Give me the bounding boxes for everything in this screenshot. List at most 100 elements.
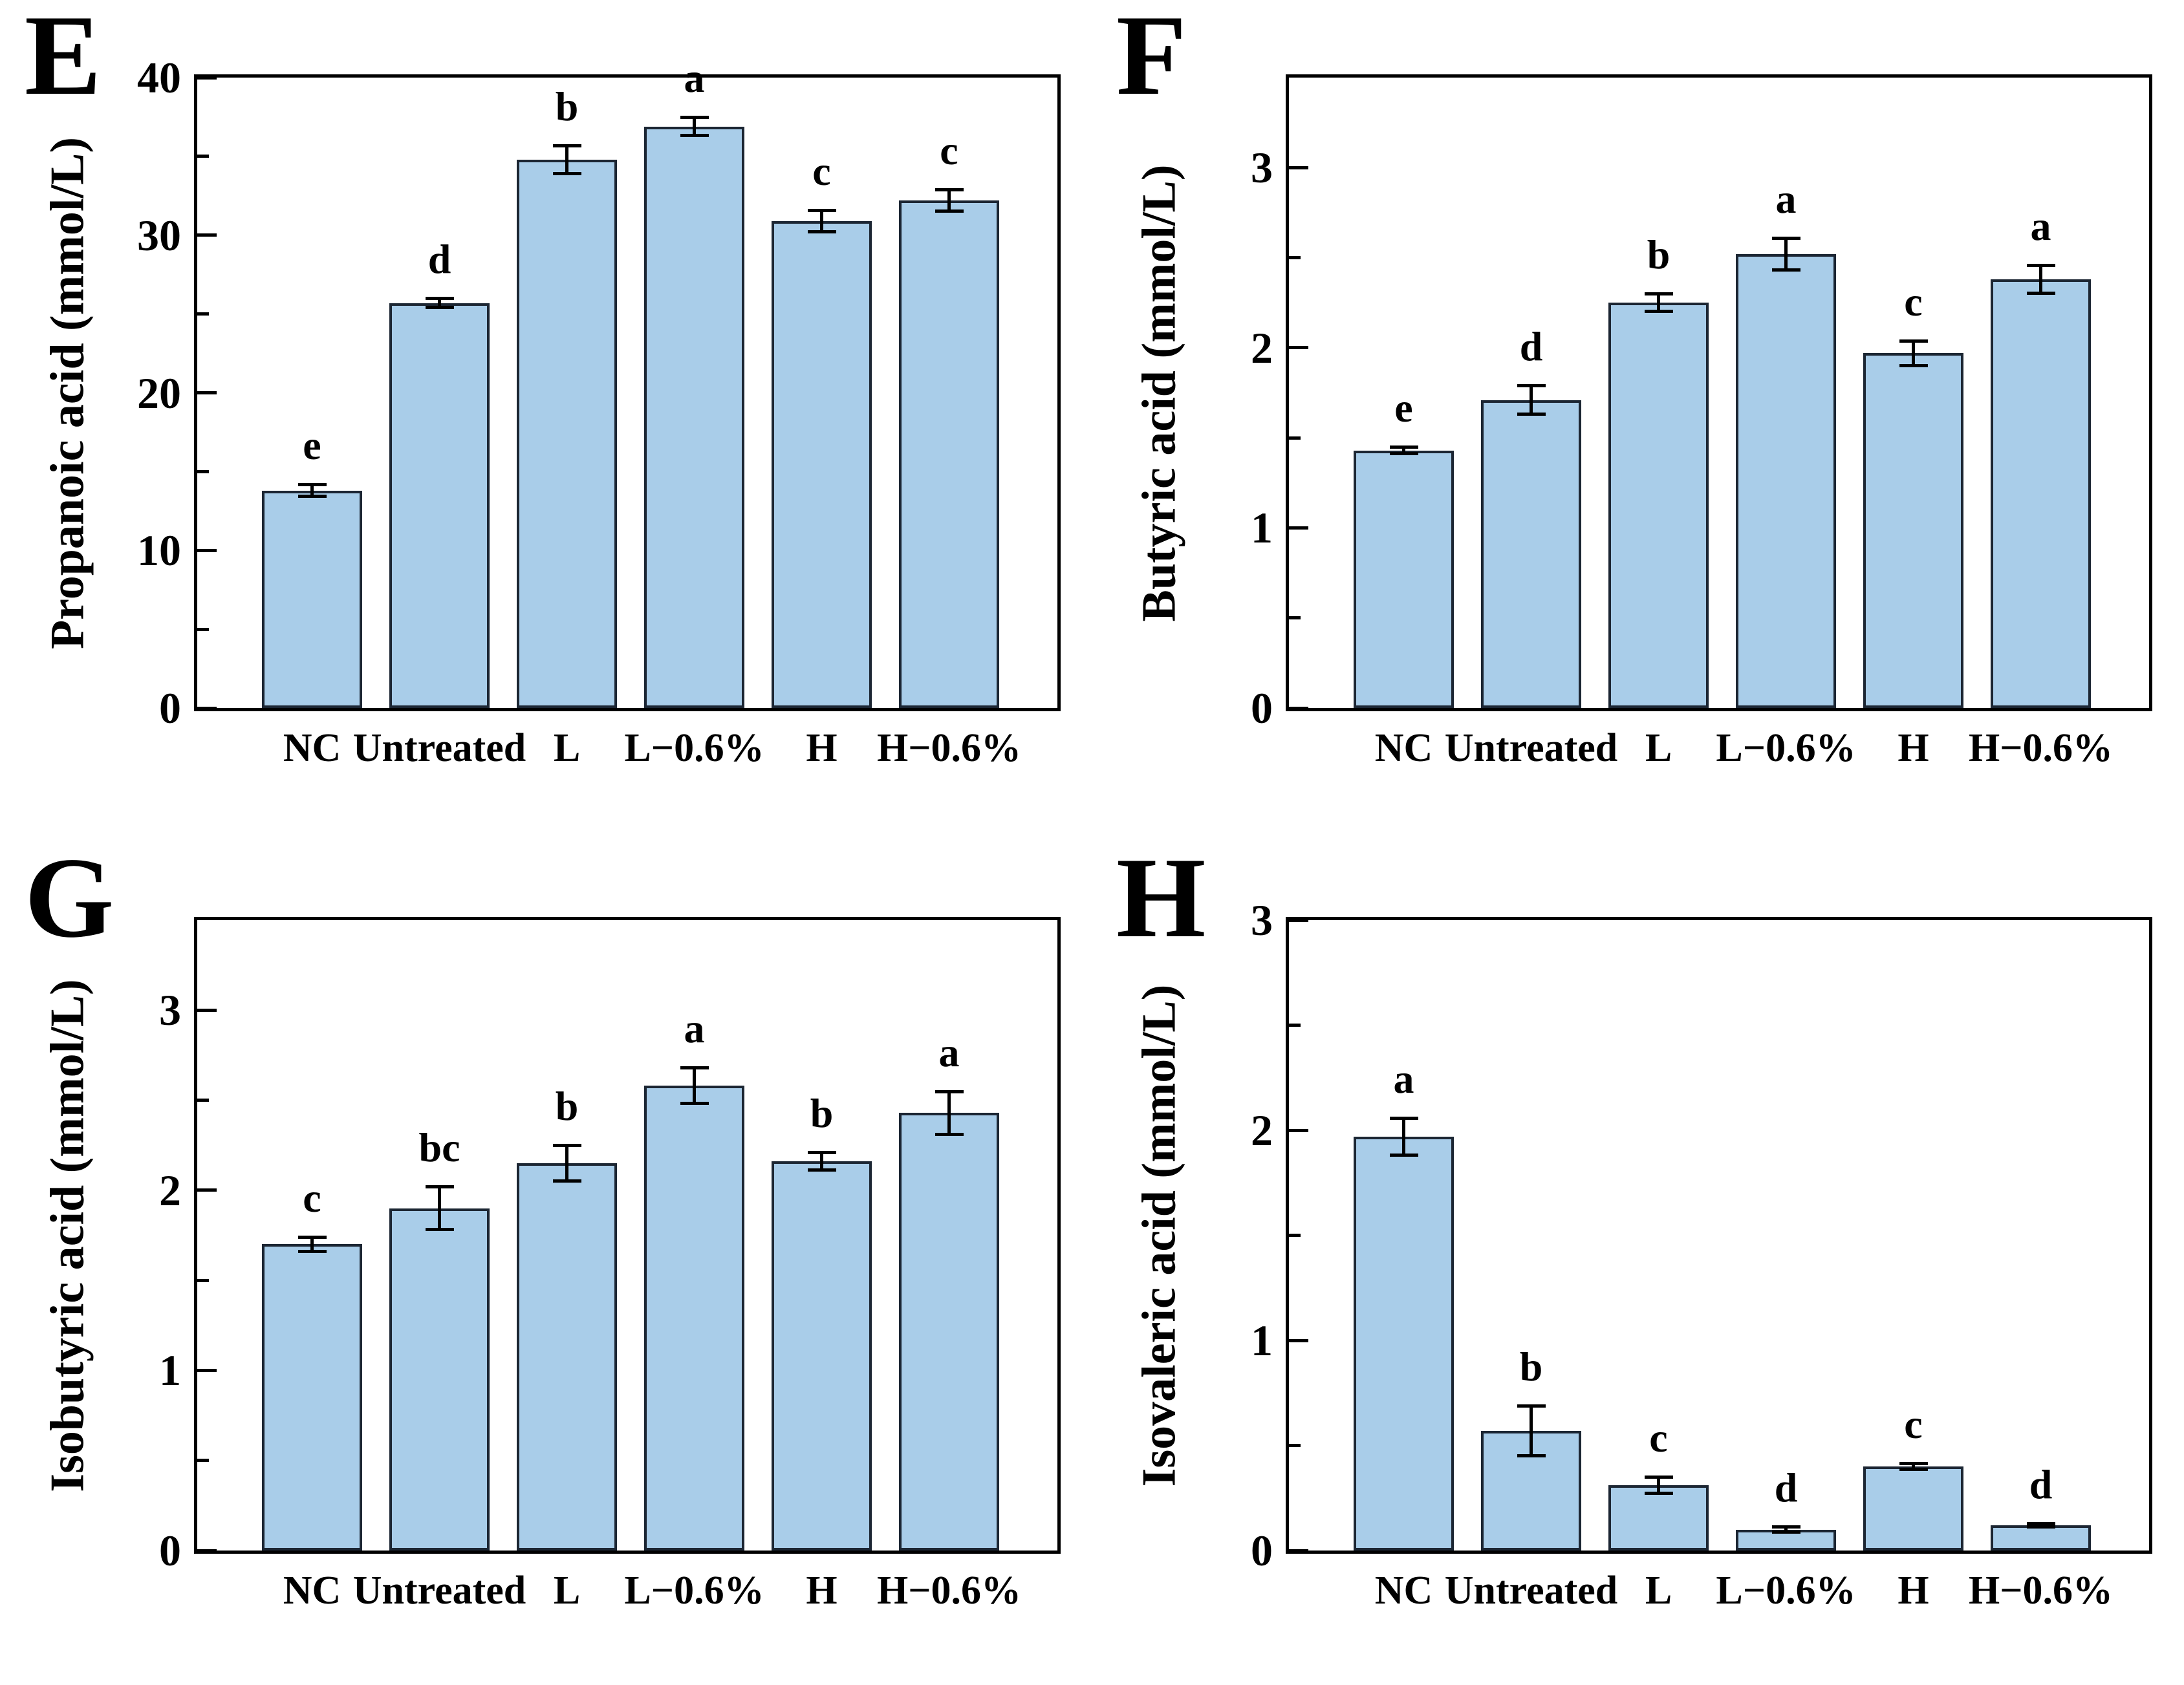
- bar: [1354, 450, 1454, 708]
- significance-letter: b: [555, 83, 579, 129]
- x-tick-label: L: [1645, 726, 1672, 770]
- y-major-tick: [1289, 1549, 1308, 1552]
- panel-letter: F: [1116, 0, 1187, 119]
- error-bar-cap-bottom: [2026, 1525, 2055, 1529]
- y-tick-label: 3: [1251, 896, 1273, 945]
- x-tick-label: H: [806, 726, 838, 770]
- plot-area: c bc b a b a: [194, 917, 1061, 1554]
- error-bar-cap-top: [680, 115, 709, 119]
- error-bar-cap-top: [807, 208, 836, 212]
- y-axis-label: Isovaleric acid (mmol/L): [1132, 984, 1186, 1486]
- y-major-tick: [197, 548, 217, 552]
- error-bar-cap-top: [1389, 1116, 1418, 1120]
- bar: [1863, 1466, 1963, 1551]
- plot-area: e d b a c a: [1286, 74, 2152, 711]
- significance-letter: e: [1394, 385, 1413, 431]
- y-minor-tick: [1289, 1444, 1301, 1447]
- y-minor-tick: [1289, 616, 1301, 620]
- error-bar-cap-top: [297, 482, 327, 486]
- error-bar-cap-top: [1517, 1404, 1546, 1408]
- error-bar-cap-top: [1771, 1525, 1800, 1529]
- error-bar-cap-top: [2026, 263, 2055, 267]
- error-bar-cap-top: [552, 1144, 581, 1148]
- y-minor-tick: [1289, 436, 1301, 440]
- x-tick-label: L: [553, 726, 581, 770]
- significance-letter: c: [303, 1175, 321, 1221]
- error-bar-stem: [947, 1091, 951, 1135]
- chart-panel-f: F Butyric acid (mmol/L) e d b a c a 0 1 2 3 NC Untrea…: [1092, 0, 2183, 842]
- error-bar-cap-top: [935, 1089, 964, 1093]
- significance-letter: c: [812, 147, 831, 194]
- error-bar-cap-top: [297, 1236, 327, 1240]
- x-tick-label: H−0.6%: [876, 726, 1022, 770]
- y-tick-label: 0: [1251, 1526, 1273, 1575]
- error-bar-stem: [1402, 1117, 1405, 1155]
- error-bar-stem: [1657, 294, 1660, 312]
- y-tick-label: 20: [137, 368, 181, 418]
- x-tick-label: H: [1897, 726, 1929, 770]
- error-bar-cap-bottom: [1517, 412, 1546, 416]
- error-bar-cap-bottom: [1899, 363, 1928, 367]
- bar: [772, 220, 872, 708]
- error-bar-cap-bottom: [935, 209, 964, 213]
- error-bar-cap-bottom: [425, 1228, 454, 1232]
- y-major-tick: [1289, 706, 1308, 710]
- error-bar-cap-top: [1644, 292, 1673, 296]
- error-bar-cap-bottom: [1517, 1454, 1546, 1457]
- bar: [1991, 1525, 2091, 1551]
- error-bar-cap-top: [1517, 384, 1546, 388]
- significance-letter: a: [684, 54, 705, 101]
- y-tick-label: 3: [1251, 143, 1273, 193]
- significance-letter: c: [1649, 1415, 1668, 1461]
- y-minor-tick: [197, 1459, 209, 1463]
- significance-letter: a: [1775, 175, 1797, 222]
- error-bar-cap-bottom: [1644, 310, 1673, 314]
- bar: [262, 1244, 362, 1551]
- x-tick-label: L−0.6%: [1716, 726, 1856, 770]
- error-bar-cap-top: [425, 297, 454, 301]
- y-tick-label: 3: [159, 985, 181, 1035]
- x-tick-label: L−0.6%: [624, 1569, 764, 1613]
- y-major-tick: [1289, 166, 1308, 169]
- error-bar-stem: [565, 145, 568, 174]
- x-tick-label: H−0.6%: [876, 1569, 1022, 1613]
- error-bar-cap-top: [1899, 1462, 1928, 1466]
- error-bar-cap-top: [2026, 1521, 2055, 1525]
- x-tick-label: H: [806, 1569, 838, 1613]
- error-bar-cap-top: [552, 144, 581, 147]
- y-tick-label: 0: [159, 1526, 181, 1575]
- error-bar-cap-bottom: [680, 134, 709, 138]
- y-major-tick: [197, 1368, 217, 1372]
- significance-letter: c: [940, 127, 958, 174]
- y-tick-label: 0: [1251, 683, 1273, 733]
- y-major-tick: [197, 233, 217, 237]
- error-bar-stem: [1784, 237, 1788, 271]
- y-major-tick: [197, 1008, 217, 1012]
- error-bar-cap-top: [935, 188, 964, 192]
- y-major-tick: [1289, 918, 1308, 922]
- error-bar-stem: [1912, 1463, 1915, 1470]
- error-bar-stem: [693, 116, 696, 136]
- bar: [1863, 353, 1963, 708]
- error-bar-cap-bottom: [297, 1249, 327, 1253]
- y-major-tick: [197, 391, 217, 394]
- x-tick-label: L: [553, 1569, 581, 1613]
- bar: [644, 1086, 744, 1551]
- significance-letter: a: [2030, 202, 2051, 249]
- y-minor-tick: [1289, 1024, 1301, 1027]
- bar: [772, 1161, 872, 1551]
- error-bar-stem: [1657, 1477, 1660, 1494]
- significance-letter: a: [684, 1005, 705, 1052]
- y-minor-tick: [197, 312, 209, 316]
- error-bar-cap-bottom: [1389, 452, 1418, 456]
- y-minor-tick: [1289, 256, 1301, 260]
- significance-letter: d: [2029, 1461, 2053, 1507]
- y-minor-tick: [1289, 1234, 1301, 1237]
- error-bar-cap-top: [807, 1151, 836, 1155]
- y-axis-label: Butyric acid (mmol/L): [1132, 164, 1186, 622]
- y-major-tick: [1289, 526, 1308, 530]
- y-minor-tick: [197, 627, 209, 631]
- bar: [899, 200, 999, 708]
- x-tick-label: H−0.6%: [1968, 726, 2114, 770]
- error-bar-cap-bottom: [807, 1168, 836, 1172]
